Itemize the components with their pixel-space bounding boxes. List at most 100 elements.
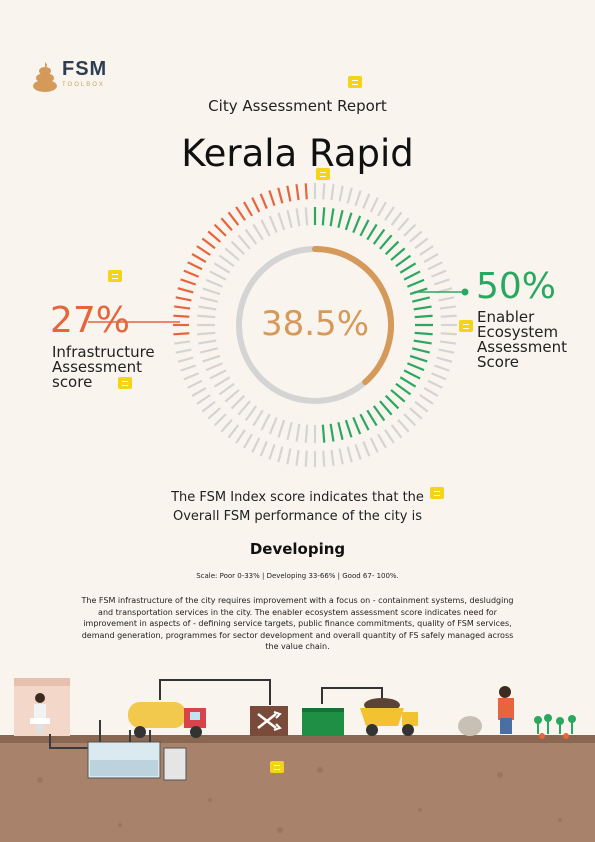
enabler-tick bbox=[321, 424, 326, 443]
infrastructure-tick bbox=[286, 448, 292, 465]
enabler-tick bbox=[337, 210, 344, 229]
enabler-tick bbox=[413, 305, 432, 311]
enabler-tick bbox=[197, 331, 216, 336]
enabler-score: 50% bbox=[476, 266, 557, 307]
enabler-tick bbox=[202, 287, 221, 296]
note-icon[interactable] bbox=[118, 377, 132, 389]
enabler-tick bbox=[359, 413, 370, 431]
enabler-tick bbox=[409, 287, 428, 296]
fsm-value-chain-illustration bbox=[0, 678, 595, 842]
enabler-tick bbox=[295, 423, 301, 442]
enabler-tick bbox=[218, 382, 235, 396]
enabler-tick bbox=[209, 270, 227, 281]
infrastructure-tick bbox=[175, 296, 192, 302]
infrastructure-tick bbox=[330, 449, 335, 466]
infrastructure-tick bbox=[439, 305, 456, 310]
infrastructure-tick bbox=[220, 419, 233, 433]
infrastructure-tick bbox=[427, 261, 443, 271]
overall-score-arc bbox=[312, 246, 394, 386]
enabler-tick bbox=[390, 389, 406, 403]
enabler-tick bbox=[224, 247, 240, 261]
summary-paragraph: The FSM infrastructure of the city requi… bbox=[81, 596, 514, 651]
infrastructure-tick bbox=[173, 332, 190, 336]
note-icon[interactable] bbox=[108, 270, 122, 282]
infrastructure-tick bbox=[286, 185, 292, 202]
enabler-tick bbox=[379, 234, 393, 250]
infrastructure-tick bbox=[235, 429, 246, 444]
note-icon[interactable] bbox=[270, 761, 284, 773]
fsm-logo-icon bbox=[33, 62, 57, 92]
infrastructure-tick bbox=[397, 217, 410, 231]
infrastructure-tick bbox=[423, 387, 439, 397]
enabler-tick bbox=[198, 339, 217, 345]
enabler-tick bbox=[202, 354, 221, 363]
infrastructure-tick bbox=[330, 184, 335, 201]
infrastructure-tick bbox=[354, 190, 362, 207]
note-icon[interactable] bbox=[316, 168, 330, 180]
overall-score: 38.5% bbox=[261, 304, 369, 344]
infrastructure-tick bbox=[414, 400, 429, 413]
enabler-tick bbox=[295, 208, 301, 227]
enabler-tick bbox=[197, 314, 216, 319]
infrastructure-tick bbox=[369, 197, 379, 213]
enabler-tick bbox=[366, 223, 378, 241]
infrastructure-tick bbox=[438, 296, 455, 302]
infrastructure-tick bbox=[243, 201, 253, 217]
enabler-tick bbox=[359, 219, 370, 237]
note-icon[interactable] bbox=[430, 487, 444, 499]
enabler-tick bbox=[409, 354, 428, 363]
dumpster-icon bbox=[302, 687, 383, 736]
infrastructure-tick bbox=[423, 253, 439, 263]
infrastructure-score: 27% bbox=[50, 300, 131, 341]
infrastructure-tick bbox=[384, 206, 395, 221]
enabler-tick bbox=[252, 223, 264, 241]
infrastructure-tick bbox=[191, 253, 207, 263]
enabler-tick bbox=[237, 400, 251, 416]
infrastructure-tick bbox=[191, 387, 207, 397]
enabler-tick bbox=[399, 262, 417, 274]
enabler-tick bbox=[277, 212, 286, 231]
infrastructure-tick bbox=[180, 278, 197, 286]
infrastructure-tick bbox=[207, 230, 221, 243]
infrastructure-tick bbox=[259, 193, 268, 210]
note-icon[interactable] bbox=[348, 76, 362, 88]
infrastructure-tick bbox=[175, 348, 192, 354]
enabler-tick bbox=[213, 262, 231, 274]
infrastructure-tick bbox=[174, 340, 191, 345]
infrastructure-tick bbox=[277, 446, 284, 463]
infrastructure-tick bbox=[277, 187, 284, 204]
infrastructure-tick bbox=[187, 379, 203, 389]
infrastructure-tick bbox=[436, 356, 453, 363]
infrastructure-tick bbox=[440, 332, 457, 336]
enabler-tick bbox=[244, 228, 258, 245]
city-name: Kerala Rapid bbox=[181, 132, 414, 175]
infrastructure-tick bbox=[196, 245, 211, 256]
infrastructure-tick bbox=[174, 305, 191, 310]
scale-note: Scale: Poor 0-33% | Developing 33-66% | … bbox=[196, 572, 399, 580]
enabler-tick bbox=[260, 219, 271, 237]
infrastructure-tick bbox=[213, 223, 227, 237]
enabler-tick bbox=[372, 228, 386, 245]
infrastructure-tick bbox=[187, 261, 203, 271]
infrastructure-tick bbox=[403, 413, 417, 427]
shuffle-icon bbox=[250, 706, 288, 736]
performance-status: Developing bbox=[249, 540, 346, 558]
note-icon[interactable] bbox=[459, 320, 473, 332]
dump-truck-icon bbox=[360, 698, 418, 736]
enabler-tick bbox=[395, 254, 412, 268]
enabler-tick bbox=[286, 210, 293, 229]
infrastructure-tick bbox=[227, 211, 240, 226]
enabler-tick bbox=[379, 400, 393, 416]
toilet-icon bbox=[14, 678, 70, 736]
logo-name: FSM bbox=[62, 58, 108, 80]
infrastructure-tick bbox=[304, 183, 308, 200]
infrastructure-tick bbox=[430, 372, 447, 381]
enabler-tick bbox=[395, 382, 412, 396]
infrastructure-tick bbox=[207, 407, 221, 420]
enabler-tick bbox=[198, 305, 217, 311]
enabler-tick bbox=[205, 278, 224, 288]
infrastructure-tick bbox=[436, 287, 453, 294]
infrastructure-tick bbox=[427, 379, 443, 389]
enabler-tick bbox=[237, 234, 251, 250]
infrastructure-tick bbox=[390, 424, 403, 439]
